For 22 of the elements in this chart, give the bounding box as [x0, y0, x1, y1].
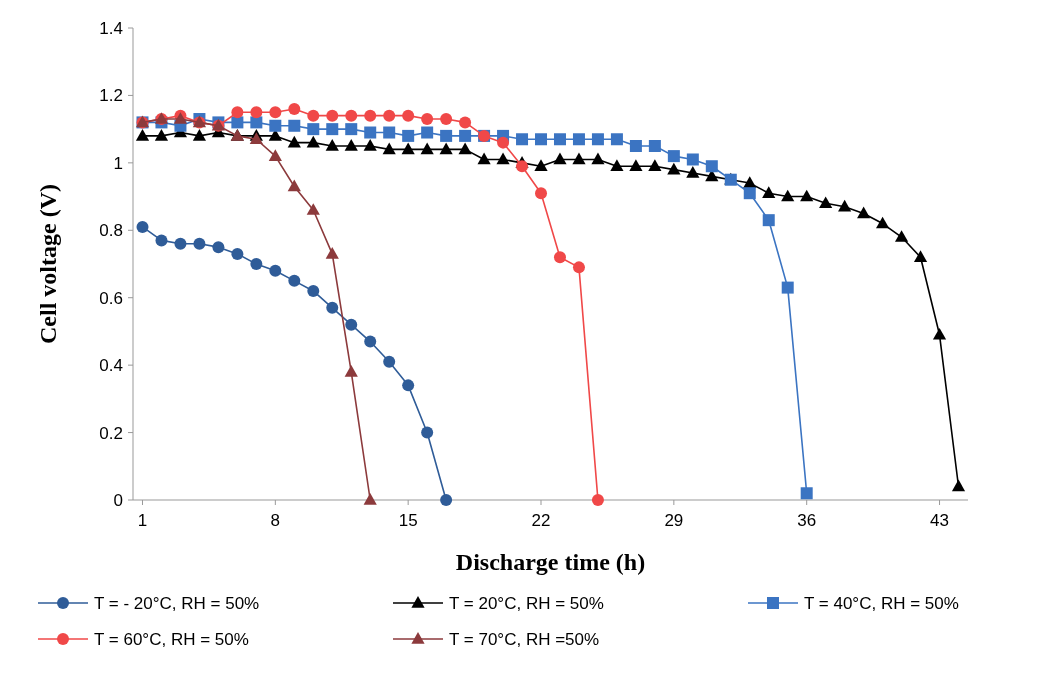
y-tick-label: 0: [113, 490, 123, 510]
x-tick-label: 36: [797, 511, 817, 530]
legend-label: T = 70°C, RH =50%: [449, 629, 600, 649]
legend-label: T = 20°C, RH = 50%: [449, 593, 604, 613]
x-tick-label: 8: [270, 511, 281, 530]
y-tick-label: 0.8: [99, 221, 123, 241]
x-tick-label: 15: [398, 511, 418, 530]
x-tick-label: 29: [664, 511, 684, 530]
x-tick-label: 1: [137, 511, 148, 530]
y-tick-label: 0.4: [99, 356, 123, 376]
y-tick-label: 1.2: [99, 86, 123, 106]
legend-label: T = - 20°C, RH = 50%: [94, 593, 260, 613]
legend-label: T = 40°C, RH = 50%: [804, 593, 959, 613]
x-tick-label: 43: [930, 511, 949, 530]
legend-label: T = 60°C, RH = 50%: [94, 629, 249, 649]
y-tick-label: 0.6: [99, 288, 123, 308]
y-axis-title: Cell voltage (V): [35, 184, 61, 344]
y-tick-label: 1.4: [99, 18, 123, 38]
y-tick-label: 1: [113, 153, 123, 173]
x-tick-label: 22: [531, 511, 551, 530]
x-axis-title: Discharge time (h): [455, 549, 646, 575]
y-tick-label: 0.2: [99, 423, 123, 443]
